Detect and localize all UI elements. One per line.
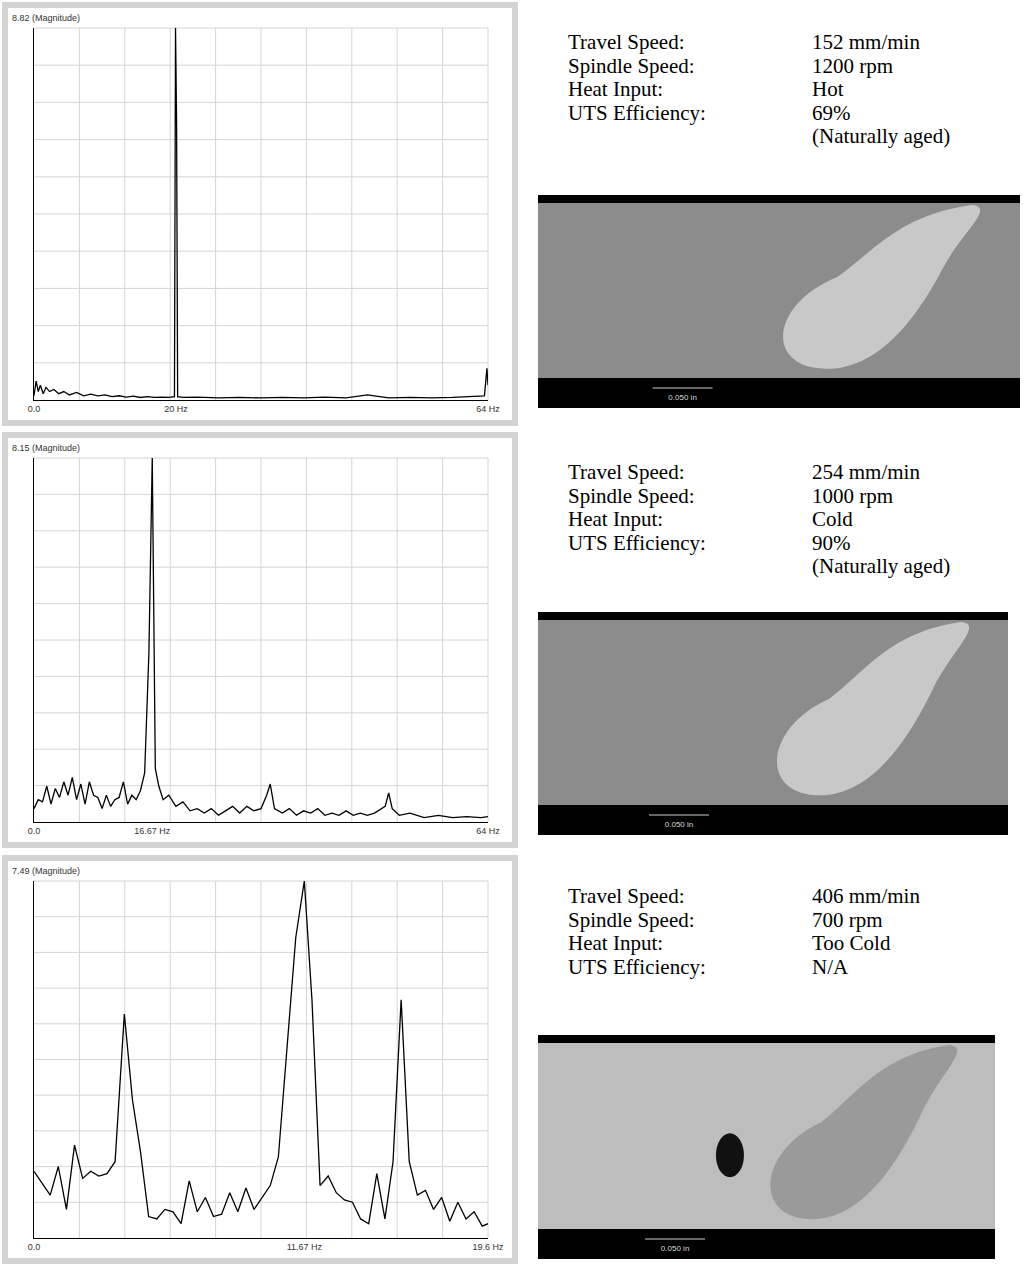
html-text:UTS Efficiency:: UTS Efficiency: [568, 530, 706, 555]
html-text:(Naturally aged): (Naturally aged) [812, 124, 951, 148]
svg-text:64 Hz: 64 Hz [476, 826, 500, 836]
html-text:90%: 90% [812, 530, 851, 555]
svg-text:0.0: 0.0 [28, 1242, 41, 1252]
svg-text:0.0: 0.0 [28, 826, 41, 836]
html-text:406 mm/min: 406 mm/min [812, 884, 920, 908]
svg-text:19.6 Hz: 19.6 Hz [472, 1242, 504, 1252]
svg-text:20 Hz: 20 Hz [164, 404, 188, 414]
html-text:Spindle Speed:: Spindle Speed: [568, 53, 695, 78]
html-text:(Naturally aged): (Naturally aged) [812, 554, 951, 578]
svg-text:0.0: 0.0 [28, 404, 41, 414]
svg-text:8.15 (Magnitude): 8.15 (Magnitude) [12, 443, 80, 453]
svg-text:64 Hz: 64 Hz [476, 404, 500, 414]
html-text:Travel Speed:: Travel Speed: [568, 460, 685, 484]
html-text:1000 rpm: 1000 rpm [812, 483, 894, 508]
html-text:254 mm/min: 254 mm/min [812, 460, 920, 484]
html-text:Too Cold: Too Cold [812, 931, 891, 955]
html-text:Heat Input:: Heat Input: [568, 931, 664, 955]
html-text:UTS Efficiency:: UTS Efficiency: [568, 100, 706, 125]
html-text:Heat Input:: Heat Input: [568, 77, 664, 101]
html-text:700 rpm: 700 rpm [812, 907, 883, 932]
html-text:N/A: N/A [812, 954, 849, 979]
html-text:Travel Speed:: Travel Speed: [568, 30, 685, 54]
html-text:Spindle Speed:: Spindle Speed: [568, 483, 695, 508]
html-text:152 mm/min: 152 mm/min [812, 30, 920, 54]
svg-text:0.050 in: 0.050 in [661, 1244, 689, 1253]
svg-text:8.82 (Magnitude): 8.82 (Magnitude) [12, 13, 80, 23]
svg-text:16.67 Hz: 16.67 Hz [134, 826, 171, 836]
html-text:1200 rpm: 1200 rpm [812, 53, 894, 78]
svg-text:7.49 (Magnitude): 7.49 (Magnitude) [12, 866, 80, 876]
html-text:UTS Efficiency:: UTS Efficiency: [568, 954, 706, 979]
html-text:Spindle Speed:: Spindle Speed: [568, 907, 695, 932]
html-text:Hot: Hot [812, 77, 844, 101]
html-text:Cold: Cold [812, 507, 853, 531]
html-text:Travel Speed:: Travel Speed: [568, 884, 685, 908]
svg-text:0.050 in: 0.050 in [665, 820, 693, 829]
svg-text:11.67 Hz: 11.67 Hz [287, 1242, 323, 1252]
svg-text:0.050 in: 0.050 in [668, 393, 696, 402]
html-text:69%: 69% [812, 100, 851, 125]
html-text:Heat Input:: Heat Input: [568, 507, 664, 531]
